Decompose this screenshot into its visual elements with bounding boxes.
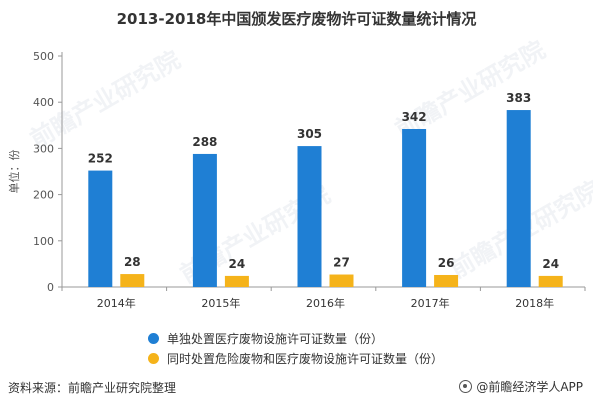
y-tick-label: 500 [33,50,54,63]
bar-1 [192,153,217,287]
data-label-2: 24 [542,257,559,271]
legend-label-series1: 单独处置医疗废物设施许可证数量（份） [167,331,384,346]
brand-credit: @前瞻经济学人APP [459,378,583,395]
data-label-2: 28 [124,255,141,269]
bar-2 [434,274,459,287]
brand-label: @前瞻经济学人APP [476,380,583,394]
legend-label-series2: 同时处置危险废物和医疗废物设施许可证数量（份） [167,351,444,366]
x-tick-label: 2015年 [201,296,240,310]
y-tick-label: 300 [33,142,54,155]
data-label-1: 305 [297,127,322,141]
data-label-2: 27 [333,256,350,270]
x-tick-label: 2016年 [306,296,345,310]
bar-1 [506,110,531,287]
bar-1 [402,128,427,287]
bar-1 [297,146,322,287]
legend-marker-series2 [148,352,159,364]
y-axis-label: 单位：份 [7,150,21,194]
y-tick-label: 400 [33,96,54,109]
x-tick-label: 2017年 [411,296,450,310]
bar-2 [538,275,563,287]
data-label-2: 26 [438,256,455,270]
chart-title: 2013-2018年中国颁发医疗废物许可证数量统计情况 [116,10,477,28]
y-tick-label: 200 [33,189,54,202]
y-tick-label: 100 [33,235,54,248]
bar-2 [329,274,354,287]
legend: 单独处置医疗废物设施许可证数量（份） 同时处置危险废物和医疗废物设施许可证数量（… [148,328,443,368]
legend-marker-series1 [148,332,159,344]
data-label-1: 342 [402,110,427,124]
legend-item-series1: 单独处置医疗废物设施许可证数量（份） [148,328,443,348]
x-tick-label: 2014年 [97,296,136,310]
data-label-1: 252 [88,152,113,166]
bar-1 [88,170,113,287]
data-label-2: 24 [229,257,246,271]
bar-2 [224,275,249,287]
y-tick-label: 0 [47,281,54,294]
legend-item-series2: 同时处置危险废物和医疗废物设施许可证数量（份） [148,348,443,368]
x-tick-label: 2018年 [515,296,554,310]
brand-logo-icon [459,380,473,393]
data-label-1: 383 [506,91,531,105]
source-note: 资料来源：前瞻产业研究院整理 [8,381,177,395]
bar-chart: 0 100 200 300 400 500 单位：份 2014年 252 28 2015年 288 24… [7,50,586,310]
data-label-1: 288 [192,135,217,149]
bar-2 [120,274,145,287]
